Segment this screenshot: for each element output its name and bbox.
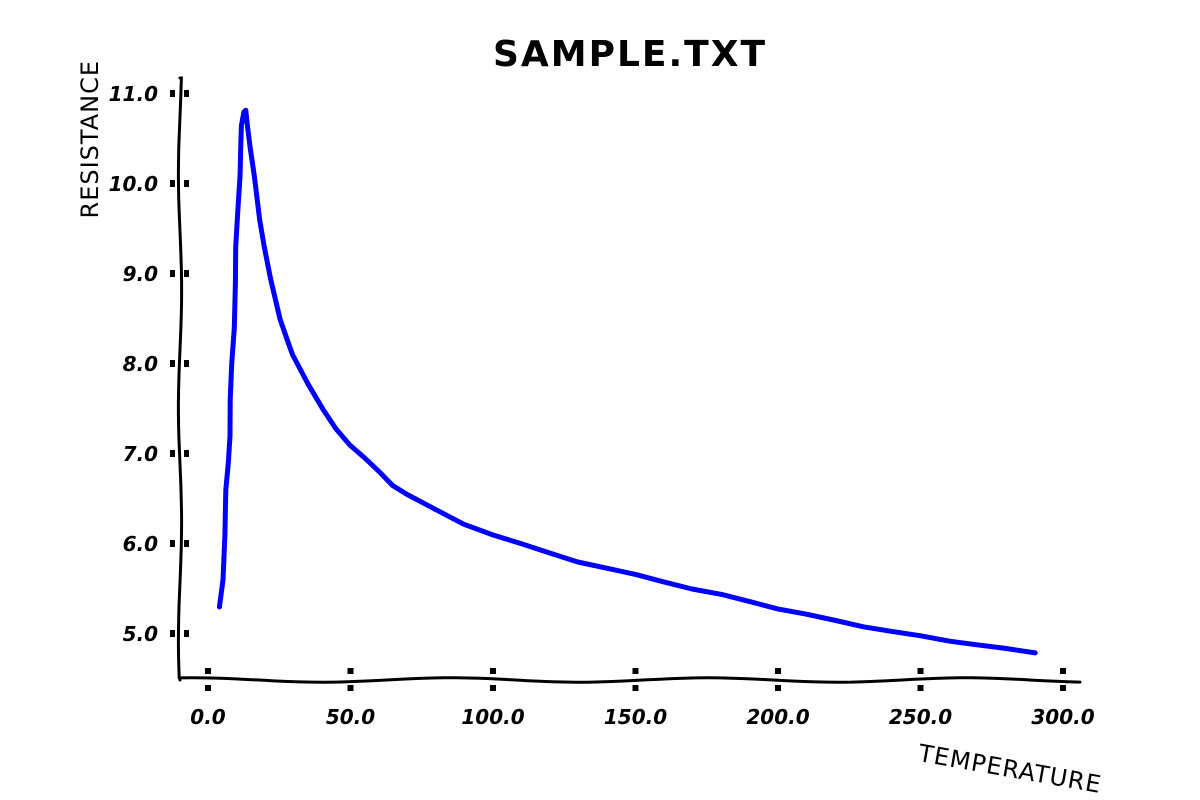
y-tick-mark: [170, 90, 175, 97]
y-tick-mark: [184, 90, 189, 97]
x-tick-mark: [490, 668, 496, 674]
y-tick-label: 5.0: [123, 622, 159, 646]
x-tick-mark: [775, 685, 781, 691]
y-axis-label: RESISTANCE: [76, 60, 104, 218]
x-tick-mark: [205, 668, 211, 674]
x-tick-mark: [1060, 668, 1066, 674]
x-tick-mark: [1060, 685, 1066, 691]
y-tick-mark: [170, 540, 175, 547]
x-tick-mark: [632, 685, 639, 691]
x-axis: [178, 676, 1082, 684]
x-axis-label: TEMPERATURE: [915, 739, 1104, 799]
y-ticks: 5.0 6.0 7.0 8.0 9.0 10.0 11.0: [109, 82, 189, 646]
x-ticks: 0.0 50.0 100.0 150.0 200.0 250.0 300.0: [190, 668, 1095, 729]
y-tick-mark: [170, 360, 175, 367]
y-tick-label: 7.0: [123, 442, 159, 466]
x-tick-mark: [347, 685, 354, 691]
series-line: [216, 107, 1038, 656]
x-tick-label: 0.0: [190, 705, 226, 729]
y-axis: [176, 76, 184, 680]
x-tick-label: 200.0: [746, 705, 809, 729]
y-tick-label: 10.0: [109, 172, 158, 196]
x-tick-mark: [917, 668, 924, 674]
x-tick-mark: [490, 685, 496, 691]
y-tick-label: 8.0: [123, 352, 159, 376]
y-tick-label: 9.0: [123, 262, 159, 286]
x-tick-mark: [775, 668, 781, 674]
y-tick-mark: [184, 270, 189, 277]
y-tick-label: 11.0: [109, 82, 158, 106]
y-tick-mark: [170, 180, 175, 187]
x-tick-label: 150.0: [604, 705, 667, 729]
x-tick-label: 250.0: [889, 705, 952, 729]
y-tick-label: 6.0: [123, 532, 159, 556]
x-tick-mark: [205, 685, 211, 691]
y-tick-mark: [184, 630, 189, 637]
y-tick-mark: [184, 180, 189, 187]
y-tick-mark: [184, 450, 189, 457]
x-tick-mark: [347, 668, 354, 674]
y-tick-mark: [184, 540, 189, 547]
x-tick-label: 300.0: [1031, 705, 1094, 729]
y-tick-mark: [170, 270, 175, 277]
x-tick-label: 100.0: [461, 705, 524, 729]
series: [216, 107, 1038, 656]
x-tick-mark: [917, 685, 924, 691]
y-tick-mark: [170, 630, 175, 637]
y-tick-mark: [184, 360, 189, 367]
y-tick-mark: [170, 450, 175, 457]
x-tick-mark: [632, 668, 639, 674]
chart-title: SAMPLE.TXT: [493, 34, 767, 75]
x-tick-label: 50.0: [326, 705, 375, 729]
